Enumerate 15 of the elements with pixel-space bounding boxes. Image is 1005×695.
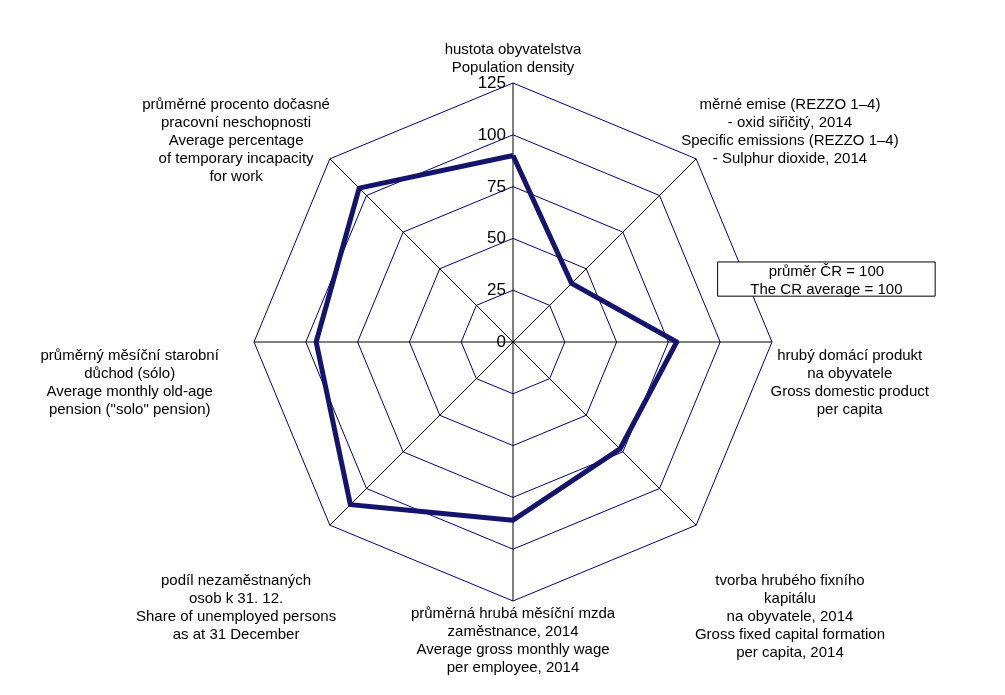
spoke-label: měrné emise (REZZO 1–4) - oxid siřičitý, 2014 Specific emissions (REZZO 1–4) - Sulphur dioxide, 2014: [681, 94, 899, 166]
spoke-label: podíl nezaměstnaných osob k 31. 12. Share of unemployed persons as at 31 December: [136, 571, 337, 643]
spoke-label: hustota obyvatelstva Population density: [444, 40, 583, 76]
spoke-label: průměrné procento dočasné pracovní neschopnosti Average percentage of temporary incapacity for work: [142, 94, 330, 184]
y-tick-label: 100: [477, 124, 506, 144]
y-tick-label: 125: [477, 73, 506, 92]
spoke-label: průměrný měsíční starobní důchod (sólo) Average monthly old-age pension ("solo" pension): [40, 345, 220, 417]
text: průměr ČR = 100 The CR average = 100: [750, 262, 903, 298]
y-tick-label: 0: [496, 332, 506, 351]
y-tick-label: 50: [487, 228, 506, 248]
spoke-label: tvorba hrubého fixního kapitálu na obyvatele, 2014 Gross fixed capital formation per capita, 2014: [694, 571, 885, 661]
y-tick-label: 75: [487, 176, 506, 196]
spoke-label: hrubý domácí produkt na obyvatele Gross domestic product per capita: [770, 345, 930, 417]
spoke-label: průměrná hrubá měsíční mzda zaměstnance, 2014 Average gross monthly wage per employee, 2014: [410, 604, 616, 676]
y-tick-label: 25: [487, 280, 506, 300]
